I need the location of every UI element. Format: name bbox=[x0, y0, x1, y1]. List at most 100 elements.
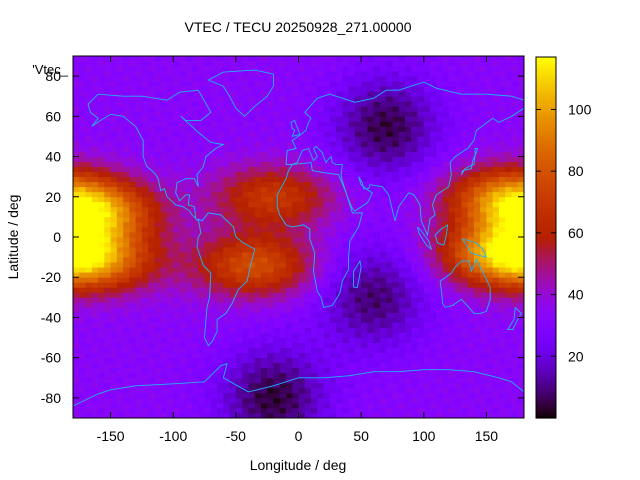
heatmap-cell bbox=[135, 216, 143, 223]
heatmap-cell bbox=[304, 181, 312, 188]
heatmap-cell bbox=[217, 81, 224, 87]
heatmap-cell bbox=[91, 367, 99, 374]
heatmap-cell bbox=[110, 357, 118, 364]
heatmap-cell bbox=[160, 302, 168, 308]
heatmap-cell bbox=[254, 397, 262, 404]
heatmap-cell bbox=[235, 317, 243, 323]
heatmap-cell bbox=[91, 136, 99, 142]
heatmap-cell bbox=[448, 237, 456, 243]
heatmap-cell bbox=[73, 377, 80, 384]
heatmap-cell bbox=[235, 357, 243, 364]
heatmap-cell bbox=[311, 216, 318, 223]
heatmap-cell bbox=[379, 216, 387, 223]
heatmap-cell bbox=[473, 247, 481, 253]
heatmap-cell bbox=[336, 136, 343, 142]
heatmap-cell bbox=[123, 312, 130, 318]
heatmap-cell bbox=[179, 262, 187, 268]
heatmap-cell bbox=[480, 101, 487, 107]
heatmap-cell bbox=[185, 372, 193, 379]
heatmap-cell bbox=[229, 71, 237, 77]
heatmap-cell bbox=[423, 402, 431, 409]
heatmap-cell bbox=[141, 327, 149, 333]
heatmap-cell bbox=[448, 111, 456, 117]
heatmap-cell bbox=[110, 111, 118, 117]
heatmap-cell bbox=[455, 141, 462, 147]
heatmap-cell bbox=[98, 267, 105, 273]
heatmap-cell bbox=[505, 302, 512, 308]
heatmap-cell bbox=[298, 211, 306, 218]
heatmap-cell bbox=[323, 101, 331, 107]
heatmap-cell bbox=[361, 121, 368, 127]
heatmap-cell bbox=[91, 101, 99, 107]
heatmap-cell bbox=[323, 116, 331, 122]
heatmap-cell bbox=[311, 397, 318, 404]
heatmap-cell bbox=[298, 191, 306, 198]
heatmap-cell bbox=[210, 352, 218, 359]
heatmap-cell bbox=[423, 131, 431, 137]
heatmap-cell bbox=[217, 402, 224, 409]
heatmap-cell bbox=[461, 387, 469, 394]
heatmap-cell bbox=[166, 347, 174, 354]
heatmap-cell bbox=[492, 332, 500, 338]
heatmap-cell bbox=[229, 96, 237, 102]
heatmap-cell bbox=[354, 206, 362, 213]
heatmap-cell bbox=[404, 402, 412, 409]
heatmap-cell bbox=[129, 292, 137, 298]
heatmap-cell bbox=[455, 96, 462, 102]
heatmap-cell bbox=[417, 171, 425, 178]
heatmap-cell bbox=[361, 196, 368, 203]
heatmap-cell bbox=[160, 71, 168, 77]
heatmap-cell bbox=[166, 242, 174, 248]
heatmap-cell bbox=[141, 151, 149, 157]
heatmap-cell bbox=[336, 211, 343, 218]
heatmap-cell bbox=[91, 96, 99, 102]
heatmap-cell bbox=[492, 156, 500, 162]
heatmap-cell bbox=[311, 196, 318, 203]
heatmap-cell bbox=[273, 252, 281, 258]
heatmap-cell bbox=[386, 377, 393, 384]
heatmap-cell bbox=[461, 312, 469, 318]
heatmap-cell bbox=[392, 111, 400, 117]
heatmap-cell bbox=[455, 337, 462, 343]
heatmap-cell bbox=[154, 372, 162, 379]
heatmap-cell bbox=[198, 171, 205, 178]
heatmap-cell bbox=[373, 332, 381, 338]
heatmap-cell bbox=[267, 317, 274, 323]
heatmap-cell bbox=[348, 292, 356, 298]
heatmap-cell bbox=[279, 307, 287, 313]
heatmap-cell bbox=[210, 282, 218, 288]
heatmap-cell bbox=[354, 407, 362, 414]
heatmap-cell bbox=[361, 357, 368, 364]
heatmap-cell bbox=[116, 71, 124, 77]
heatmap-cell bbox=[173, 226, 180, 233]
heatmap-cell bbox=[323, 171, 331, 178]
heatmap-cell bbox=[235, 282, 243, 288]
heatmap-cell bbox=[367, 151, 375, 157]
heatmap-cell bbox=[110, 91, 118, 97]
heatmap-cell bbox=[392, 156, 400, 162]
heatmap-cell bbox=[85, 196, 93, 203]
heatmap-cell bbox=[323, 312, 331, 318]
heatmap-cell bbox=[273, 372, 281, 379]
heatmap-cell bbox=[411, 242, 418, 248]
heatmap-cell bbox=[486, 262, 494, 268]
heatmap-cell bbox=[298, 156, 306, 162]
heatmap-cell bbox=[411, 201, 418, 208]
heatmap-cell bbox=[354, 176, 362, 183]
heatmap-cell bbox=[198, 111, 205, 117]
heatmap-cell bbox=[198, 287, 205, 293]
heatmap-cell bbox=[285, 412, 293, 419]
heatmap-cell bbox=[210, 166, 218, 173]
heatmap-cell bbox=[185, 262, 193, 268]
heatmap-cell bbox=[423, 312, 431, 318]
heatmap-cell bbox=[179, 372, 187, 379]
heatmap-cell bbox=[160, 166, 168, 173]
heatmap-cell bbox=[141, 262, 149, 268]
heatmap-cell bbox=[311, 347, 318, 354]
heatmap-cell bbox=[417, 367, 425, 374]
heatmap-cell bbox=[430, 337, 437, 343]
heatmap-cell bbox=[154, 297, 162, 303]
heatmap-cell bbox=[173, 272, 180, 278]
heatmap-cell bbox=[423, 322, 431, 328]
heatmap-cell bbox=[235, 176, 243, 183]
